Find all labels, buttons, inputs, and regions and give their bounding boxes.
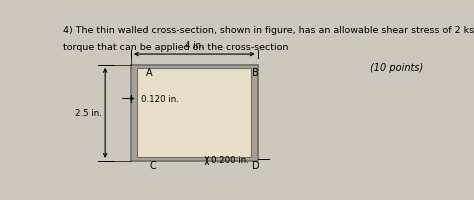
Text: torque that can be applied on the cross-section: torque that can be applied on the cross-… [63,42,288,51]
Text: B: B [253,68,259,77]
Text: 2.5 in.: 2.5 in. [74,109,101,118]
Text: 4) The thin walled cross-section, shown in figure, has an allowable shear stress: 4) The thin walled cross-section, shown … [63,26,474,34]
Text: 0.120 in.: 0.120 in. [141,95,179,103]
Text: D: D [252,160,260,170]
Text: 4 in.: 4 in. [185,41,204,50]
Text: 0.200 in.: 0.200 in. [210,155,248,164]
Text: C: C [150,160,156,170]
Bar [131,66,258,161]
Bar [137,69,251,158]
Text: (10 points): (10 points) [370,62,423,72]
Text: A: A [146,68,153,77]
